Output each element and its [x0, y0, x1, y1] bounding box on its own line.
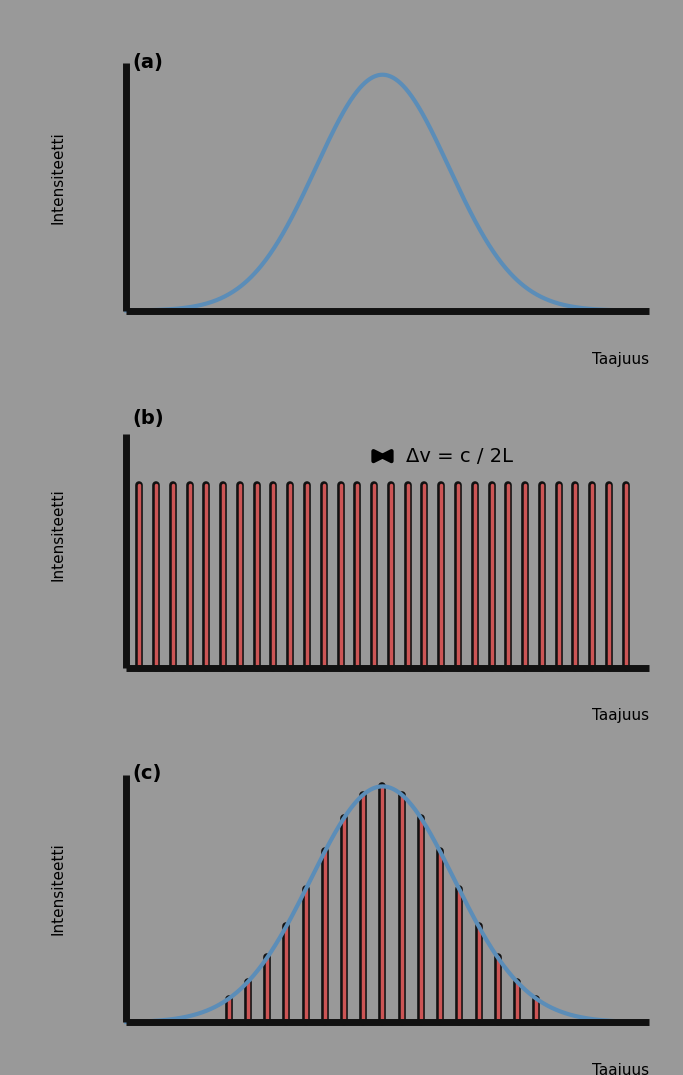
Text: Δv = c / 2L: Δv = c / 2L	[406, 446, 513, 465]
Text: Taajuus: Taajuus	[591, 352, 649, 367]
Text: Taajuus: Taajuus	[591, 1063, 649, 1075]
Text: Taajuus: Taajuus	[591, 708, 649, 723]
Text: Intensiteetti: Intensiteetti	[50, 843, 65, 935]
Text: Intensiteetti: Intensiteetti	[50, 131, 65, 224]
Text: (a): (a)	[132, 53, 163, 72]
Text: (c): (c)	[132, 764, 161, 784]
Text: Intensiteetti: Intensiteetti	[50, 488, 65, 580]
Text: (b): (b)	[132, 410, 164, 429]
